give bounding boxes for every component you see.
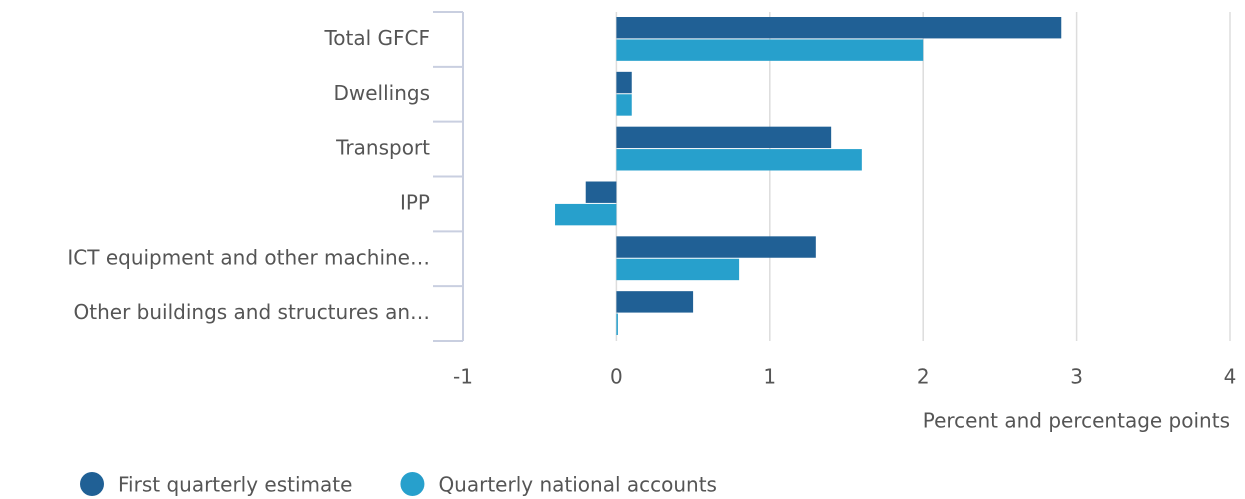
bar xyxy=(616,126,832,149)
bar xyxy=(616,258,740,281)
y-tick-label: Transport xyxy=(335,136,430,160)
x-axis-title: Percent and percentage points xyxy=(923,409,1230,433)
bar xyxy=(616,149,862,171)
y-tick-label: Total GFCF xyxy=(323,26,430,50)
x-tick-label: -1 xyxy=(453,365,473,389)
bar xyxy=(616,39,924,61)
bar xyxy=(616,94,632,116)
bar xyxy=(585,181,617,203)
legend-swatch xyxy=(80,472,104,496)
bar xyxy=(555,203,617,226)
bar xyxy=(616,71,632,94)
bar xyxy=(616,291,694,313)
y-tick-label: Other buildings and structures an… xyxy=(74,300,430,324)
bar xyxy=(616,236,816,258)
legend-swatch xyxy=(400,472,425,496)
y-tick-label: ICT equipment and other machine… xyxy=(67,245,430,269)
y-tick-label: IPP xyxy=(400,190,430,214)
x-tick-label: 0 xyxy=(610,365,623,389)
bar xyxy=(616,17,1062,39)
x-tick-label: 4 xyxy=(1224,365,1237,389)
bar xyxy=(616,313,618,335)
y-tick-label: Dwellings xyxy=(333,81,430,105)
x-tick-label: 1 xyxy=(763,365,776,389)
x-tick-label: 3 xyxy=(1070,365,1083,389)
legend-label: First quarterly estimate xyxy=(118,473,352,497)
legend-label: Quarterly national accounts xyxy=(438,473,717,497)
x-tick-label: 2 xyxy=(917,365,930,389)
